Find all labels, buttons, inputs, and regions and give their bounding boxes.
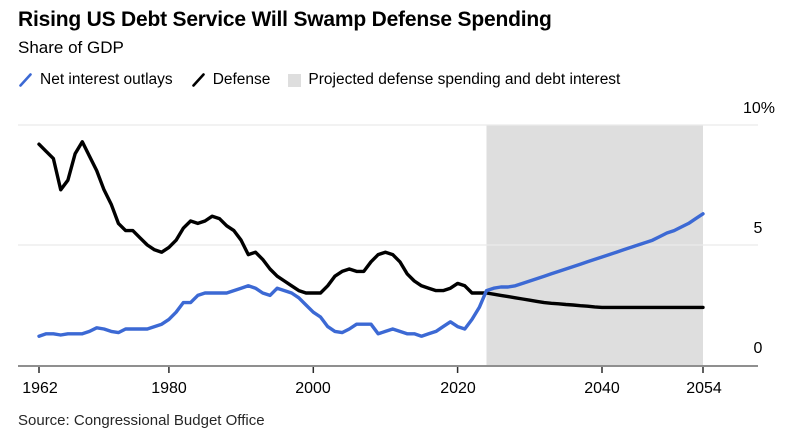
legend-label-net-interest: Net interest outlays — [40, 71, 173, 88]
defense-line-icon — [191, 73, 205, 87]
net-interest-line-icon — [19, 73, 32, 87]
legend-item-defense: Defense — [191, 71, 271, 89]
y-axis-label-5: 5 — [753, 220, 763, 237]
x-axis-label-2000: 2000 — [295, 380, 331, 397]
legend-label-defense: Defense — [212, 71, 271, 88]
page-title: Rising US Debt Service Will Swamp Defens… — [18, 8, 552, 31]
legend: Net interest outlays Defense Projected d… — [18, 70, 620, 90]
defense-line-glyph — [191, 73, 205, 87]
series-line-net-interest-outlays — [37, 212, 705, 338]
x-axis-label-2040: 2040 — [584, 380, 620, 397]
series-line-defense — [37, 140, 705, 310]
y-axis-label-10: 10% — [742, 100, 776, 117]
legend-label-projection: Projected defense spending and debt inte… — [308, 71, 621, 88]
y-axis-label-0: 0 — [753, 340, 763, 357]
source-note: Source: Congressional Budget Office — [18, 412, 265, 429]
legend-item-projection: Projected defense spending and debt inte… — [288, 71, 620, 89]
projection-swatch-icon — [288, 73, 302, 87]
net-interest-line-glyph — [19, 73, 32, 87]
projection-swatch-rect — [288, 73, 302, 87]
x-axis-label-1980: 1980 — [151, 380, 187, 397]
legend-item-net-interest: Net interest outlays — [18, 71, 173, 89]
x-axis-label-2054: 2054 — [686, 380, 722, 397]
x-axis-label-1962: 1962 — [22, 380, 58, 397]
page-subtitle: Share of GDP — [18, 38, 124, 57]
x-axis-label-2020: 2020 — [440, 380, 476, 397]
